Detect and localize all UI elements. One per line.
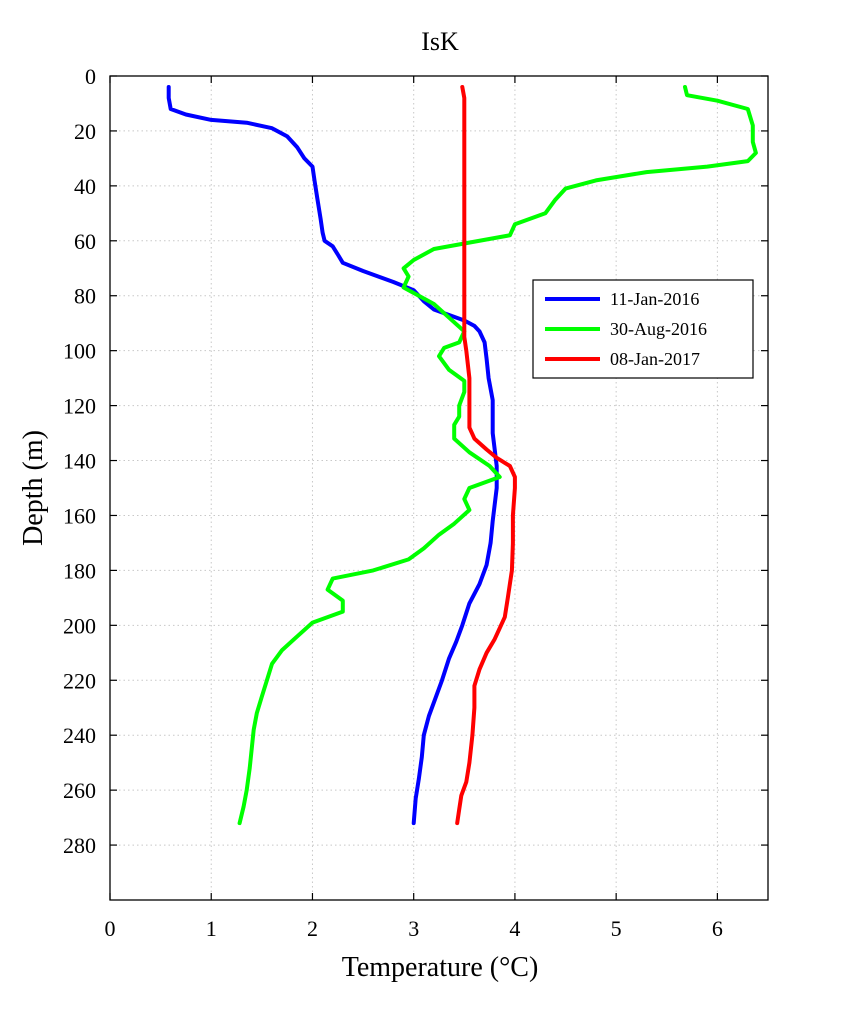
series-line-3	[455, 85, 517, 826]
y-tick-label: 140	[63, 449, 96, 474]
y-tick-label: 200	[63, 613, 96, 638]
legend-label-3: 08-Jan-2017	[610, 349, 700, 369]
y-tick-label: 260	[63, 778, 96, 803]
x-tick-label: 0	[105, 916, 116, 941]
legend: 11-Jan-2016 30-Aug-2016 08-Jan-2017	[532, 279, 754, 379]
x-tick-label: 1	[206, 916, 217, 941]
y-tick-label: 280	[63, 833, 96, 858]
y-tick-label: 220	[63, 668, 96, 693]
x-tick-label: 5	[611, 916, 622, 941]
legend-label-2: 30-Aug-2016	[610, 319, 707, 339]
y-tick-label: 60	[74, 229, 96, 254]
y-tick-label: 20	[74, 119, 96, 144]
legend-label-1: 11-Jan-2016	[610, 289, 699, 309]
y-tick-label: 0	[85, 64, 96, 89]
series-line-1	[166, 85, 499, 826]
series-lines	[166, 85, 758, 826]
y-tick-label: 180	[63, 558, 96, 583]
x-axis-label: Temperature (°C)	[342, 952, 539, 983]
x-tick-label: 4	[509, 916, 520, 941]
chart-title: IsK	[421, 27, 459, 56]
x-tick-label: 6	[712, 916, 723, 941]
y-tick-label: 160	[63, 503, 96, 528]
grid-lines	[110, 76, 768, 900]
y-tick-label: 80	[74, 284, 96, 309]
series-line-2	[237, 85, 758, 826]
y-tick-label: 40	[74, 174, 96, 199]
plot-area-frame	[109, 75, 769, 901]
x-tick-label: 3	[408, 916, 419, 941]
y-axis-label: Depth (m)	[18, 430, 49, 546]
y-tick-label: 120	[63, 394, 96, 419]
x-tick-label: 2	[307, 916, 318, 941]
axis-ticks: 0 1 2 3 4 5 6020406080100120140160180200220240…	[63, 64, 768, 941]
y-tick-label: 240	[63, 723, 96, 748]
y-tick-label: 100	[63, 339, 96, 364]
